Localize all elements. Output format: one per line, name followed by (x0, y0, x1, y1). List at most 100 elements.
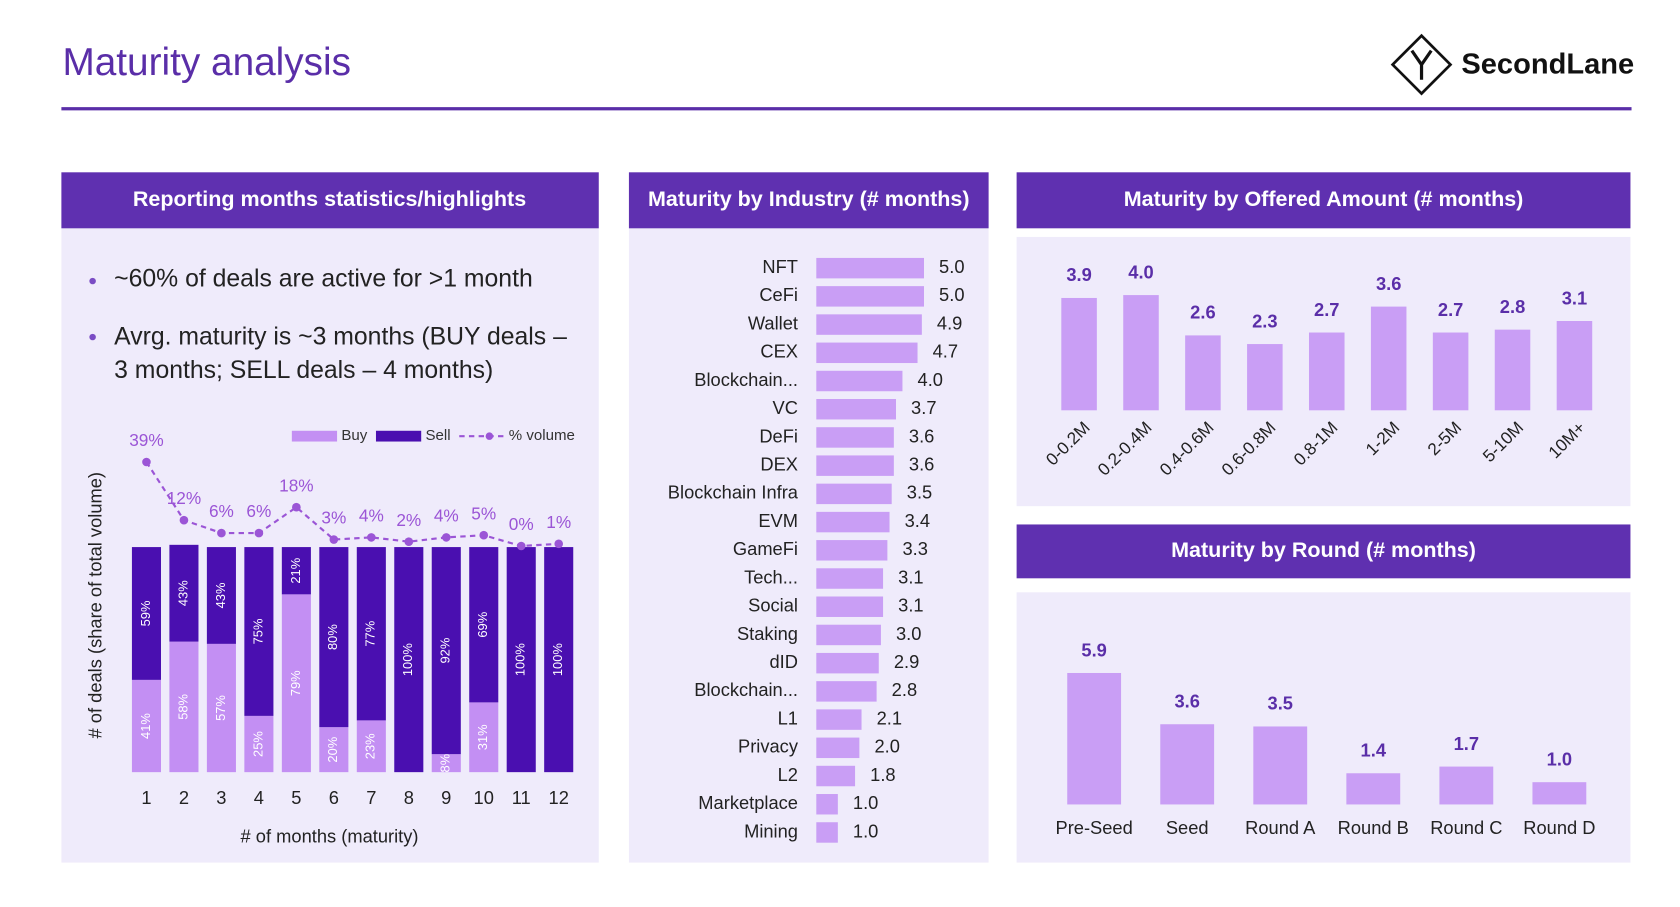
volume-point (441, 533, 451, 542)
volume-point (367, 533, 376, 542)
bullet-dot (89, 333, 96, 341)
data-label: 77% (363, 620, 378, 646)
volume-point (179, 515, 189, 525)
bar (1067, 672, 1122, 805)
data-label: 21% (288, 557, 303, 583)
bar (816, 596, 884, 617)
data-label: 3.1 (1562, 287, 1587, 308)
bullet: ~60% of deals are active for >1 month (114, 264, 533, 292)
data-label: 100% (550, 643, 565, 677)
bullet: Avrg. maturity is ~3 months (BUY deals –… (114, 321, 567, 384)
y-tick-label: DEX (760, 453, 798, 474)
y-tick-label: Social (748, 595, 798, 616)
bar (816, 568, 884, 589)
bullet-text: Avrg. maturity is ~3 months (BUY deals –… (114, 321, 567, 384)
data-label: 2.6 (1190, 302, 1215, 323)
legend-label: Buy (341, 427, 367, 444)
x-tick-label: Round B (1338, 817, 1409, 838)
panel-header (1016, 172, 1631, 229)
data-label: 3.6 (909, 453, 934, 474)
data-label: 58% (175, 693, 190, 719)
data-label: 4.0 (918, 369, 943, 390)
panel-title: Maturity by Offered Amount (# months) (1124, 187, 1524, 211)
bar (816, 342, 918, 364)
data-label: 1.0 (853, 792, 878, 813)
volume-line (145, 461, 559, 548)
data-label: 2.0 (874, 736, 899, 757)
bar (816, 483, 892, 505)
data-label: 4% (434, 505, 459, 525)
bar-segment (394, 547, 424, 773)
y-tick-label: CeFi (759, 284, 798, 305)
data-label: 100% (513, 643, 528, 677)
bar-segment (281, 594, 311, 773)
bar (816, 455, 894, 476)
data-label: 1.7 (1454, 733, 1479, 754)
data-label: 80% (325, 624, 340, 650)
data-label: 2.9 (894, 651, 919, 672)
x-tick-label: 8 (404, 787, 414, 808)
panel-title: Maturity by Industry (# months) (648, 187, 970, 211)
x-axis-label: # of months (maturity) (241, 826, 419, 847)
bar-segment (169, 641, 199, 773)
data-label: 3.4 (905, 510, 930, 531)
bar (816, 511, 890, 533)
bar (816, 765, 856, 787)
bar (816, 681, 877, 702)
data-label: 3% (321, 508, 346, 528)
bar (816, 737, 860, 759)
data-label: 25% (250, 731, 265, 757)
bar-segment (356, 720, 386, 773)
data-label: 39% (129, 430, 163, 450)
data-label: 1.4 (1361, 740, 1387, 761)
y-tick-label: dID (770, 651, 798, 672)
data-label: 3.5 (1268, 693, 1293, 714)
y-tick-label: Blockchain... (694, 369, 798, 390)
page-title: Maturity analysis (62, 41, 351, 84)
bar-segment (206, 547, 236, 644)
y-tick-label: Blockchain... (694, 679, 798, 700)
bar-segment (131, 679, 161, 773)
x-tick-label: 4 (254, 787, 264, 808)
bar (1439, 766, 1494, 805)
data-label: 100% (400, 643, 415, 677)
y-tick-label: Marketplace (698, 792, 798, 813)
legend-label: Sell (426, 427, 451, 444)
volume-point (554, 539, 564, 549)
data-label: 5% (471, 503, 496, 523)
y-tick-label: NFT (762, 256, 798, 277)
data-label: 57% (213, 695, 228, 721)
x-tick-label: 10 (474, 787, 494, 808)
bar (1308, 332, 1345, 411)
data-label: 1.8 (870, 764, 895, 785)
data-label: 79% (288, 670, 303, 696)
data-label: 69% (475, 611, 490, 637)
bar (816, 624, 881, 646)
volume-point (516, 541, 526, 551)
data-label: 20% (325, 736, 340, 762)
bar-segment (469, 547, 499, 703)
bar (816, 822, 838, 843)
data-label: 3.6 (1174, 691, 1199, 712)
bar (816, 370, 903, 392)
panel-header (1016, 524, 1631, 579)
data-label: 3.0 (896, 623, 921, 644)
y-tick-label: GameFi (733, 538, 798, 559)
bar (1556, 321, 1593, 411)
bar (1370, 306, 1407, 411)
y-tick-label: L2 (778, 764, 798, 785)
x-tick-label: 1 (141, 787, 151, 808)
panel-title: Reporting months statistics/highlights (133, 187, 526, 211)
data-label: 31% (475, 724, 490, 750)
bar-segment (169, 544, 199, 642)
data-label: 8% (438, 753, 453, 772)
volume-point (292, 502, 301, 512)
y-tick-label: Blockchain Infra (668, 482, 799, 503)
bar (1532, 782, 1587, 805)
bar (816, 427, 894, 448)
bar-segment (131, 547, 161, 680)
data-label: 3.6 (1376, 273, 1401, 294)
data-label: 41% (138, 713, 153, 739)
y-tick-label: Mining (744, 820, 798, 841)
bar (816, 314, 922, 335)
